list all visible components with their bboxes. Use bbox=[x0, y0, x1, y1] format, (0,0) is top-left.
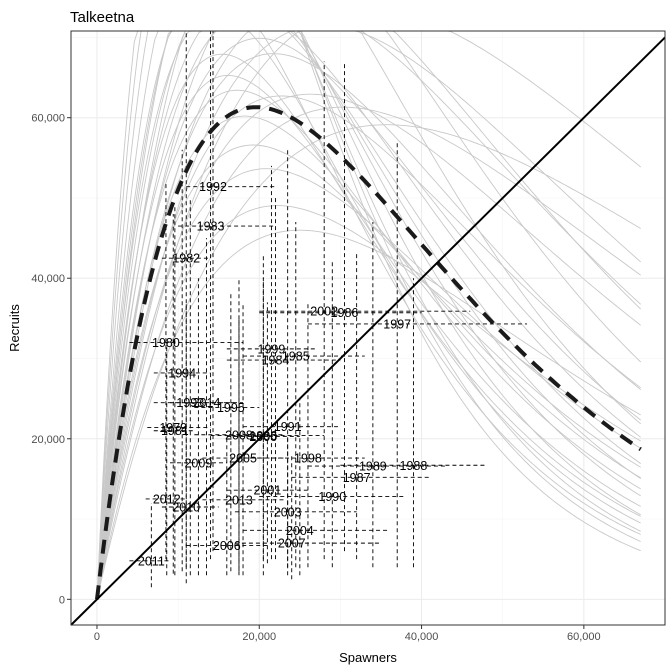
replicate-curve bbox=[96, 30, 641, 600]
year-label: 2006 bbox=[213, 539, 241, 553]
replicate-curves bbox=[96, 30, 642, 600]
y-tick-label: 0 bbox=[59, 594, 65, 606]
replicate-curve bbox=[96, 30, 642, 600]
year-label: 1999 bbox=[258, 342, 286, 356]
year-label: 1994 bbox=[168, 366, 196, 380]
x-tick-label: 20,000 bbox=[242, 631, 276, 643]
replicate-curve bbox=[96, 229, 641, 600]
year-label: 1988 bbox=[400, 459, 428, 473]
x-axis-title: Spawners bbox=[339, 650, 397, 665]
year-label: 1997 bbox=[383, 317, 411, 331]
year-label: 1996 bbox=[249, 429, 277, 443]
x-tick-label: 40,000 bbox=[405, 631, 439, 643]
year-label: 1990 bbox=[318, 490, 346, 504]
replicate-curve bbox=[96, 205, 641, 600]
plot-panel-border bbox=[70, 30, 666, 626]
year-label: 2007 bbox=[278, 537, 306, 551]
year-label: 2010 bbox=[172, 501, 200, 515]
year-label: 1982 bbox=[172, 252, 200, 266]
replicate-curve bbox=[96, 106, 641, 600]
replicate-curve bbox=[96, 30, 641, 600]
replacement-line bbox=[70, 36, 666, 626]
replicate-curve bbox=[96, 95, 641, 600]
replicate-curve bbox=[96, 115, 641, 600]
error-bars bbox=[129, 31, 528, 588]
year-label: 1992 bbox=[199, 180, 227, 194]
year-label: 1983 bbox=[197, 220, 225, 234]
y-axis-title: Recruits bbox=[7, 304, 22, 352]
grid-lines bbox=[71, 31, 665, 625]
x-axis-ticks: 0 20,000 40,000 60,000 bbox=[94, 625, 601, 643]
x-tick-label: 0 bbox=[94, 631, 100, 643]
chart-title: Talkeetna bbox=[70, 9, 135, 26]
year-label: 1993 bbox=[176, 396, 204, 410]
y-tick-label: 20,000 bbox=[31, 434, 65, 446]
year-label: 1980 bbox=[152, 336, 180, 350]
x-tick-label: 60,000 bbox=[567, 631, 601, 643]
year-label: 1986 bbox=[331, 306, 359, 320]
replacement-line-group bbox=[70, 36, 666, 626]
year-label: 2002 bbox=[310, 305, 338, 319]
year-label: 2000 bbox=[249, 430, 277, 444]
year-label: 1998 bbox=[294, 452, 322, 466]
median-curve bbox=[95, 105, 642, 600]
year-label: 1991 bbox=[274, 420, 302, 434]
year-label: 2005 bbox=[229, 452, 257, 466]
median-curve-group bbox=[95, 105, 642, 600]
y-tick-label: 40,000 bbox=[31, 273, 65, 285]
year-label: 2013 bbox=[225, 493, 253, 507]
year-label: 1984 bbox=[262, 354, 290, 368]
replicate-curve bbox=[96, 124, 641, 600]
year-label: 2003 bbox=[274, 505, 302, 519]
year-label: 2004 bbox=[286, 524, 314, 538]
y-tick-label: 60,000 bbox=[31, 113, 65, 125]
year-label: 1981 bbox=[161, 424, 189, 438]
replicate-curve bbox=[96, 30, 641, 600]
year-label: 1979 bbox=[159, 421, 187, 435]
year-label: 1995 bbox=[217, 401, 245, 415]
year-label: 1989 bbox=[359, 460, 387, 474]
y-axis-ticks: 0 20,000 40,000 60,000 bbox=[31, 113, 71, 606]
year-label: 1985 bbox=[282, 350, 310, 364]
year-label: 2014 bbox=[193, 396, 221, 410]
year-label: 1987 bbox=[343, 471, 371, 485]
year-label: 2011 bbox=[138, 554, 165, 568]
year-label: 2001 bbox=[253, 484, 281, 498]
year-label: 2008 bbox=[225, 428, 253, 442]
year-label: 2009 bbox=[184, 456, 212, 470]
replicate-curve bbox=[96, 74, 641, 600]
year-label: 2012 bbox=[153, 492, 181, 506]
